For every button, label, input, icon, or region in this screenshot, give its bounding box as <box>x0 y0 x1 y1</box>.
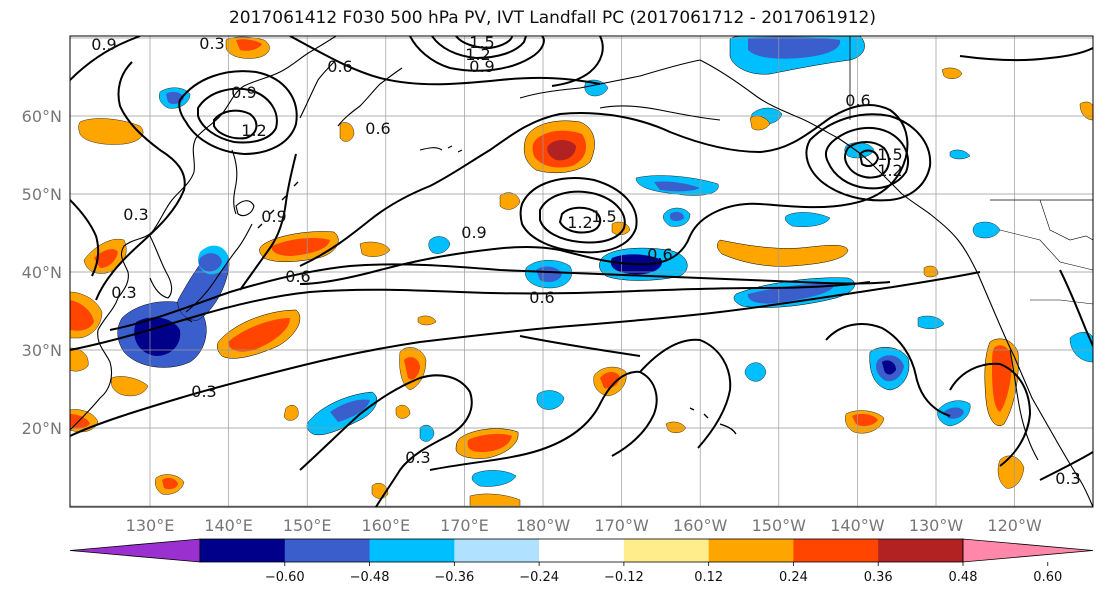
contour-label: 0.3 <box>111 283 136 302</box>
contour-label: 0.9 <box>261 207 286 226</box>
colorbar-segment <box>200 539 286 562</box>
contour-label: 0.6 <box>647 245 672 264</box>
latitude-axis: 60°N 50°N 40°N 30°N 20°N <box>22 107 62 438</box>
contour-label: 0.3 <box>199 34 224 53</box>
longitude-label: 140°E <box>204 516 253 535</box>
colorbar-frame <box>199 538 964 563</box>
latitude-label: 20°N <box>22 419 62 438</box>
longitude-label: 150°E <box>283 516 332 535</box>
longitude-label: 120°W <box>987 516 1042 535</box>
colorbar-tick-label: −0.60 <box>265 570 305 585</box>
contour-label: 0.6 <box>365 119 390 138</box>
contour-label: 1.5 <box>877 145 902 164</box>
contour-label: 1.2 <box>465 45 490 64</box>
contour-label: 0.6 <box>285 267 310 286</box>
longitude-label: 140°W <box>830 516 885 535</box>
colorbar-tick-label: −0.12 <box>604 570 644 585</box>
colorbar-tick-label: −0.48 <box>350 570 390 585</box>
contour-label: 0.3 <box>1055 469 1080 488</box>
longitude-label: 160°E <box>361 516 410 535</box>
longitude-label: 170°E <box>440 516 489 535</box>
colorbar-tick-label: −0.36 <box>434 570 474 585</box>
longitude-label: 130°W <box>909 516 964 535</box>
colorbar-segment <box>284 539 371 562</box>
contour-label: 0.6 <box>529 288 554 307</box>
colorbar-segment <box>708 539 794 562</box>
longitude-label: 130°E <box>126 516 175 535</box>
map-plot-area: 0.3 0.3 0.3 0.3 0.3 0.3 0.6 0.6 0.6 0.6 0.6 0.6 0.9 0… <box>70 33 1093 507</box>
contour-label: 0.3 <box>405 448 430 467</box>
colorbar-under-triangle <box>69 538 201 563</box>
contour-label: 1.5 <box>469 33 494 52</box>
latitude-label: 40°N <box>22 263 62 282</box>
colorbar-over-triangle <box>962 538 1094 563</box>
colorbar-segment <box>369 539 455 562</box>
colorbar-tick-label: 0.36 <box>864 570 893 585</box>
longitude-label: 170°W <box>594 516 649 535</box>
colorbar-tick-label: 0.24 <box>779 570 808 585</box>
contour-label: 1.2 <box>877 161 902 180</box>
colorbar-tick-label: 0.12 <box>694 570 723 585</box>
contour-label: 0.9 <box>461 223 486 242</box>
contour-label: 0.6 <box>327 57 352 76</box>
longitude-axis: 130°E 140°E 150°E 160°E 170°E 180°W 170°W 160°W… <box>126 516 1042 535</box>
contour-label: 0.3 <box>191 382 216 401</box>
colorbar-segment <box>878 539 964 562</box>
colorbar-segment <box>793 539 879 562</box>
map-frame <box>69 35 1094 508</box>
map-title: 2017061412 F030 500 hPa PV, IVT Landfall… <box>228 8 876 28</box>
contour-labels: 0.3 0.3 0.3 0.3 0.3 0.3 0.6 0.6 0.6 0.6 0.6 0.6 0.9 0… <box>91 33 1080 488</box>
coastlines <box>70 36 1093 507</box>
contour-label: 0.3 <box>123 205 148 224</box>
colorbar-tick-label: 0.48 <box>949 570 978 585</box>
colorbar-segment <box>454 539 540 562</box>
pv-contours <box>70 36 1093 507</box>
contour-label: 0.9 <box>231 83 256 102</box>
contour-label: 1.2 <box>241 121 266 140</box>
latitude-label: 30°N <box>22 341 62 360</box>
longitude-label: 160°W <box>673 516 728 535</box>
colorbar-segment <box>539 539 625 562</box>
latitude-label: 50°N <box>22 185 62 204</box>
colorbar-segment <box>623 539 710 562</box>
longitude-label: 150°W <box>752 516 807 535</box>
colorbar-tick-label: 0.60 <box>1033 570 1062 585</box>
longitude-label: 180°W <box>516 516 571 535</box>
contour-label: 0.9 <box>469 57 494 76</box>
contour-label: 0.6 <box>845 91 870 110</box>
contour-label: 1.2 <box>567 213 592 232</box>
contour-label: 0.9 <box>91 35 116 54</box>
latitude-label: 60°N <box>22 107 62 126</box>
colorbar-tick-label: −0.24 <box>519 570 559 585</box>
colorbar: −0.60 −0.48 −0.36 −0.24 −0.12 0.12 0.24 0.36 0.4… <box>69 538 1094 585</box>
contour-label: 1.5 <box>591 207 616 226</box>
